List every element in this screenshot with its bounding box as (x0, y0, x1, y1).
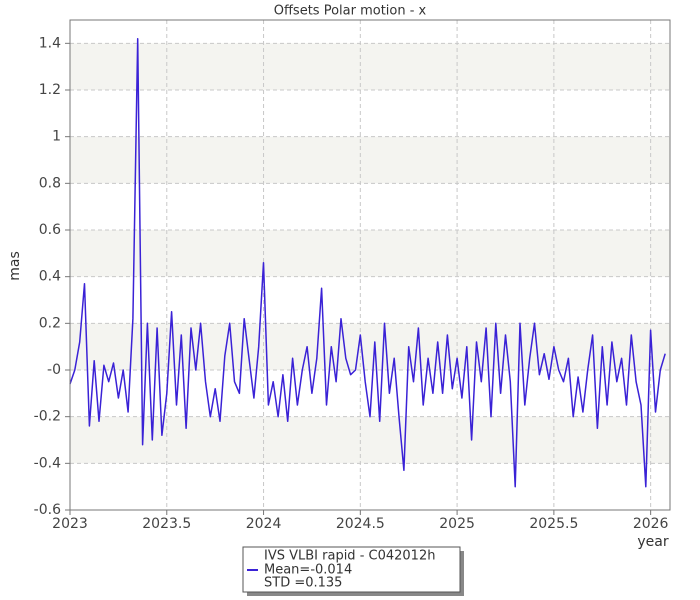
chart-title: Offsets Polar motion - x (274, 4, 427, 19)
plot-frame (69, 19, 671, 511)
y-tick-label: -0.4 (34, 455, 61, 471)
legend-box (242, 546, 461, 593)
band (70, 136, 670, 184)
y-tick-label: -0 (47, 362, 61, 378)
y-tick-label: 1.4 (39, 35, 61, 51)
bands (70, 43, 670, 464)
axes: -0.6 -0.4 -0.2 -0 0.2 0.4 0.6 0.8 1 1.2 1.4 2023 202… (34, 35, 669, 532)
plot (69, 37, 666, 488)
y-tick-label: 1 (52, 129, 61, 145)
y-axis-label: mas (7, 251, 23, 281)
x-tick-label: 2025 (439, 516, 475, 532)
y-tick-label: 0.6 (39, 222, 61, 238)
band (70, 323, 670, 370)
legend-note: Mean=-0.014 (264, 563, 352, 578)
y-tick-label: -0.6 (34, 502, 61, 518)
x-tick-label: 2023 (52, 516, 88, 532)
series-line (69, 37, 666, 488)
band (70, 230, 670, 277)
y-tick-label: 1.2 (39, 82, 61, 98)
legend-label: IVS VLBI rapid - C042012h (264, 549, 435, 564)
y-tick-label: -0.2 (34, 409, 61, 425)
y-tick-label: 0.4 (39, 269, 61, 285)
band (70, 43, 670, 90)
x-tick-label: 2026 (633, 516, 669, 532)
band (70, 416, 670, 464)
x-tick-label: 2024.5 (336, 516, 385, 532)
y-tick-label: 0.8 (39, 175, 61, 191)
x-axis-label: year (637, 534, 668, 550)
y-tick-label: 0.2 (39, 315, 61, 331)
x-tick-label: 2023.5 (142, 516, 191, 532)
legend-note: STD =0.135 (264, 576, 342, 591)
legend: IVS VLBI rapid - C042012h Mean=-0.014 ST… (242, 546, 464, 596)
x-tick-label: 2024 (246, 516, 282, 532)
x-tick-label: 2025.5 (529, 516, 578, 532)
